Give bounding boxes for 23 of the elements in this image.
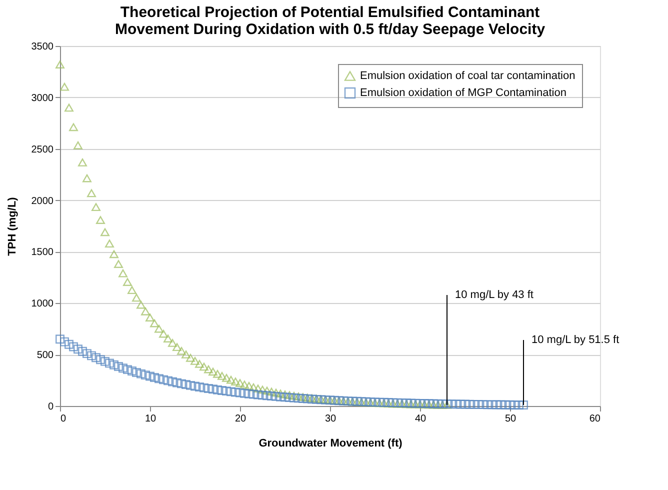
y-tick-label: 3000 — [31, 92, 54, 104]
text: Movement During Oxidation with 0.5 ft/day Seepage Velocity — [114, 21, 546, 38]
x-tick-label: 40 — [414, 414, 426, 424]
annotation: 10 mg/L by 51.5 ft — [532, 334, 620, 346]
y-tick-label: 1500 — [31, 247, 54, 258]
y-tick-label: 500 — [36, 350, 54, 362]
y-tick-label: 3500 — [31, 42, 54, 52]
legend-label: Emulsion oxidation of coal tar contamination — [360, 70, 576, 82]
y-tick-label: 2500 — [31, 144, 54, 156]
x-tick-label: 20 — [234, 414, 246, 424]
x-tick-label: 30 — [324, 414, 336, 424]
y-axis-title: TPH (mg/L) — [6, 196, 18, 256]
y-tick-label: 2000 — [31, 196, 54, 207]
x-axis-title: Groundwater Movement (ft) — [258, 438, 403, 450]
x-tick-label: 10 — [144, 414, 156, 424]
x-tick-label: 60 — [589, 414, 601, 424]
x-tick-label: 0 — [60, 414, 66, 424]
legend-label: Emulsion oxidation of MGP Contamination — [360, 87, 566, 99]
y-tick-label: 1000 — [31, 298, 54, 310]
annotation: 10 mg/L by 43 ft — [455, 288, 534, 301]
text: Theoretical Projection of Potential Emulsified Contaminant — [120, 4, 540, 21]
y-tick-label: 0 — [48, 402, 54, 412]
x-tick-label: 50 — [504, 414, 516, 424]
